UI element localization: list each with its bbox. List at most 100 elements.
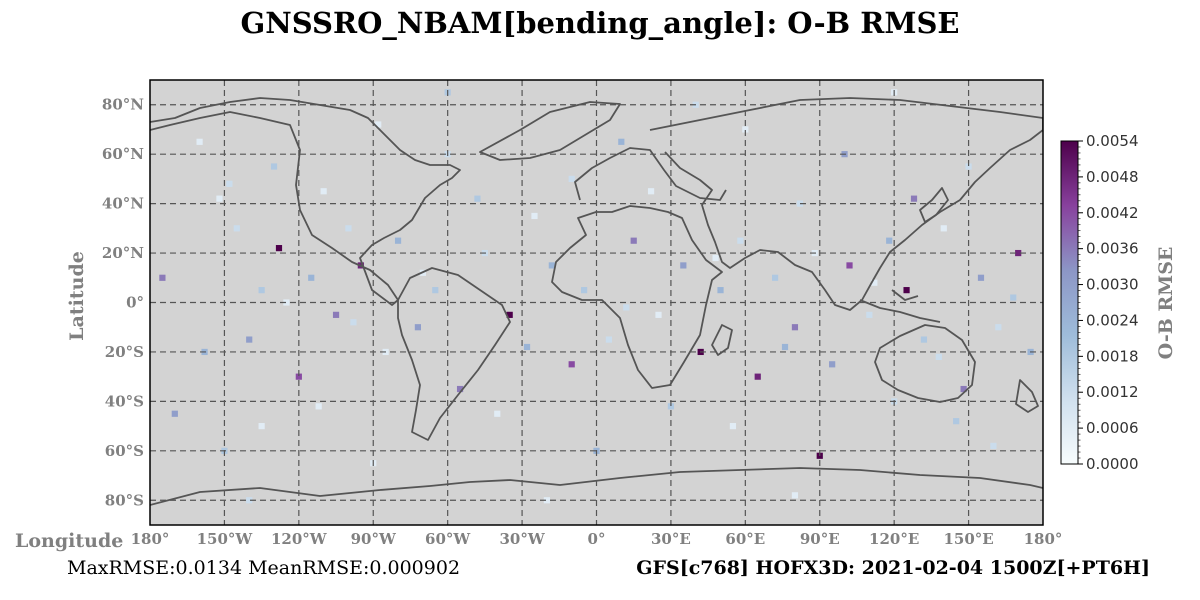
data-cell xyxy=(270,163,278,170)
data-cell xyxy=(548,262,555,269)
data-cell xyxy=(623,304,630,311)
data-cell xyxy=(995,324,1002,331)
latitude-tick-label: 80°S xyxy=(105,491,144,509)
data-cell xyxy=(796,200,804,207)
figure-title: GNSSRO_NBAM[bending_angle]: O-B RMSE xyxy=(240,6,960,40)
latitude-tick-label: 80°N xyxy=(102,96,144,114)
data-cell xyxy=(320,188,327,195)
latitude-tick-label: 60°S xyxy=(105,442,144,460)
colorbar-tick-label: 0.0036 xyxy=(1086,240,1139,258)
data-cell xyxy=(196,138,203,145)
longitude-ticks: 180° 150°W 120°W 90°W 60°W 30°W 0° 30°E 60°E 90°E… xyxy=(131,530,1063,548)
data-cell xyxy=(866,311,873,318)
colorbar-tick-label: 0.0042 xyxy=(1086,204,1139,222)
data-cell xyxy=(456,385,464,393)
data-cell xyxy=(159,274,166,281)
colorbar-tick-label: 0.0024 xyxy=(1086,311,1139,329)
data-cell xyxy=(647,188,655,195)
data-cell xyxy=(531,212,538,220)
data-cell xyxy=(729,423,737,430)
gridlines xyxy=(150,80,1043,525)
data-cell xyxy=(523,343,531,351)
data-cell xyxy=(829,361,836,368)
colorbar-tick-label: 0.0054 xyxy=(1086,132,1139,150)
x-axis-label: Longitude xyxy=(15,530,123,552)
data-cell xyxy=(283,299,290,306)
colorbar-ticks: 0.0054 0.0048 0.0042 0.0036 0.0030 0.0024 0.00… xyxy=(1078,132,1139,473)
data-cell xyxy=(332,311,340,318)
data-cell xyxy=(275,245,283,252)
data-cell xyxy=(494,410,501,417)
data-cell xyxy=(568,361,575,368)
rmse-summary: MaxRMSE:0.0134 MeanRMSE:0.000902 xyxy=(67,557,461,579)
latitude-ticks: 80°N 60°N 40°N 20°N 0° 20°S 40°S 60°S 80°S xyxy=(102,96,144,510)
colorbar-tick-label: 0.0018 xyxy=(1086,347,1139,365)
data-cell xyxy=(717,287,724,294)
data-cell xyxy=(846,262,853,269)
coastlines xyxy=(150,97,1043,506)
data-cell xyxy=(737,237,744,244)
latitude-tick-label: 40°N xyxy=(102,195,144,213)
colorbar xyxy=(1060,140,1079,465)
data-cell xyxy=(474,195,481,202)
map-frame xyxy=(149,79,1044,526)
longitude-tick-label: 120°W xyxy=(271,530,328,548)
data-cell xyxy=(580,287,588,294)
data-cell xyxy=(667,403,675,410)
data-cell xyxy=(618,138,625,145)
data-cell xyxy=(742,126,749,133)
data-cell xyxy=(258,423,265,430)
data-cell xyxy=(233,225,240,232)
colorbar-tick-label: 0.0012 xyxy=(1086,383,1139,401)
data-cell xyxy=(216,195,223,202)
longitude-tick-label: 180° xyxy=(131,530,170,548)
data-cell xyxy=(680,262,687,269)
data-cell xyxy=(394,237,402,244)
data-cell xyxy=(246,497,253,504)
data-cell xyxy=(655,311,662,318)
data-cell xyxy=(1015,249,1022,257)
data-cell xyxy=(935,353,942,360)
data-cell xyxy=(543,497,550,504)
data-cell xyxy=(940,225,947,232)
data-cell xyxy=(568,175,575,182)
latitude-tick-label: 20°N xyxy=(102,244,144,262)
data-cell xyxy=(630,237,637,244)
longitude-tick-label: 120°E xyxy=(869,530,919,548)
data-cell xyxy=(506,311,513,318)
data-cell xyxy=(414,324,422,331)
data-cell xyxy=(1010,294,1017,301)
data-cell xyxy=(308,274,315,281)
colorbar-tick-label: 0.0000 xyxy=(1086,455,1139,473)
colorbar-tick-label: 0.0048 xyxy=(1086,168,1139,186)
data-cell xyxy=(315,403,322,410)
y-axis-label: Latitude xyxy=(66,251,88,341)
latitude-tick-label: 0° xyxy=(126,294,144,312)
data-cell xyxy=(977,274,985,281)
longitude-tick-label: 0° xyxy=(588,530,606,548)
data-cell xyxy=(791,492,799,499)
data-cell xyxy=(886,237,893,244)
data-cell xyxy=(771,274,779,281)
longitude-tick-label: 30°E xyxy=(651,530,691,548)
longitude-tick-label: 60°E xyxy=(725,530,765,548)
data-cell xyxy=(754,373,761,380)
data-cell xyxy=(903,287,910,294)
data-cell xyxy=(258,287,265,294)
data-cell xyxy=(246,336,253,343)
data-cell xyxy=(345,225,352,232)
latitude-tick-label: 20°S xyxy=(105,343,144,361)
run-info: GFS[c768] HOFX3D: 2021-02-04 1500Z[+PT6H… xyxy=(636,557,1150,579)
colorbar-tick-label: 0.0006 xyxy=(1086,419,1139,437)
data-cell xyxy=(350,319,357,326)
data-cell xyxy=(910,195,918,202)
longitude-tick-label: 90°W xyxy=(351,530,397,548)
data-cell xyxy=(953,418,960,425)
data-cell xyxy=(920,336,928,343)
colorbar-tick-label: 0.0030 xyxy=(1086,276,1139,294)
longitude-tick-label: 150°W xyxy=(197,530,254,548)
data-cell xyxy=(791,324,799,331)
data-cell xyxy=(375,121,382,128)
colorbar-label: O-B RMSE xyxy=(1155,247,1177,360)
